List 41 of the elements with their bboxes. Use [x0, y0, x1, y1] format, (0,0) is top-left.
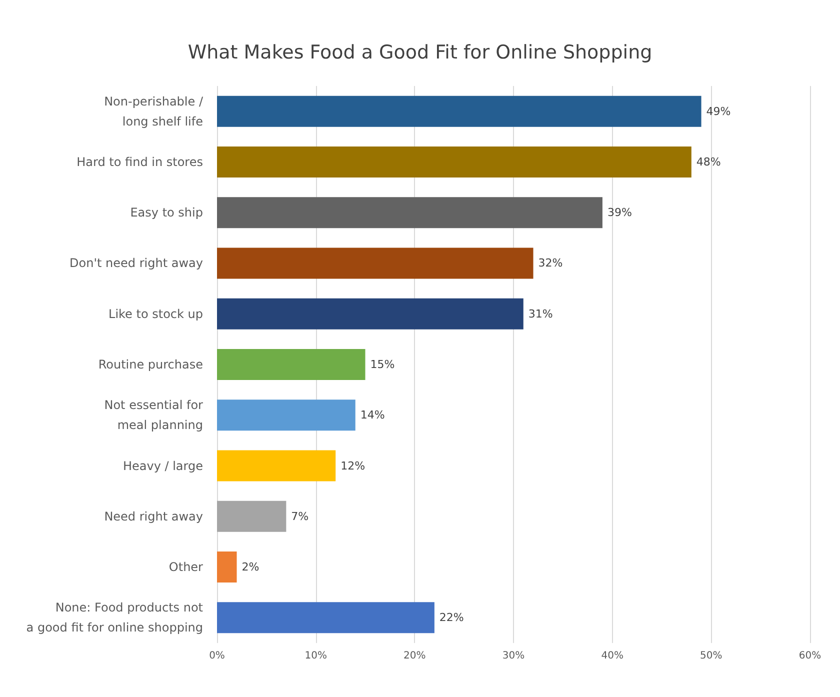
bar: [217, 450, 336, 482]
chart-title: What Makes Food a Good Fit for Online Shopping: [188, 42, 652, 64]
data-label: 32%: [538, 256, 563, 270]
bar: [217, 146, 692, 178]
x-tick-label: 60%: [798, 650, 822, 662]
y-tick-label: Not essential for meal planning: [104, 398, 204, 432]
bar: [217, 197, 602, 228]
y-tick-label: Other: [168, 560, 204, 574]
x-tick-label: 40%: [601, 650, 624, 662]
y-tick-label: Routine purchase: [98, 358, 203, 372]
data-label: 22%: [439, 611, 464, 624]
y-tick-label: Like to stock up: [108, 306, 203, 321]
data-label: 48%: [696, 155, 721, 168]
x-tick-label: 30%: [502, 650, 525, 662]
bar: [217, 349, 366, 380]
data-label: 31%: [528, 307, 553, 320]
bar: [217, 298, 524, 330]
y-tick-label: Non-perishable / long shelf life: [104, 94, 204, 128]
x-tick-label: 0%: [209, 650, 225, 662]
data-label: 15%: [370, 358, 395, 371]
bar: [217, 248, 534, 279]
x-tick-label: 20%: [404, 650, 426, 662]
y-tick-label: Heavy / large: [122, 458, 203, 473]
data-label: 12%: [340, 459, 366, 472]
data-label: 39%: [607, 206, 632, 220]
bar: [217, 602, 434, 634]
x-tick-label: 50%: [700, 650, 722, 662]
y-tick-label: Hard to find in stores: [76, 154, 203, 169]
data-label: 7%: [291, 510, 309, 523]
data-label: 49%: [706, 104, 731, 118]
y-tick-label: Don't need right away: [70, 256, 203, 270]
bar: [217, 552, 237, 583]
bar: [217, 500, 286, 532]
data-label: 2%: [242, 560, 260, 574]
bar: [217, 400, 356, 431]
y-tick-label: Easy to ship: [130, 206, 203, 220]
bar: [217, 96, 702, 127]
y-tick-label: None: Food products not a good fit for online shopping: [26, 600, 204, 635]
y-tick-label: Need right away: [104, 509, 203, 524]
x-tick-label: 10%: [304, 650, 327, 662]
data-label: 14%: [360, 408, 385, 422]
